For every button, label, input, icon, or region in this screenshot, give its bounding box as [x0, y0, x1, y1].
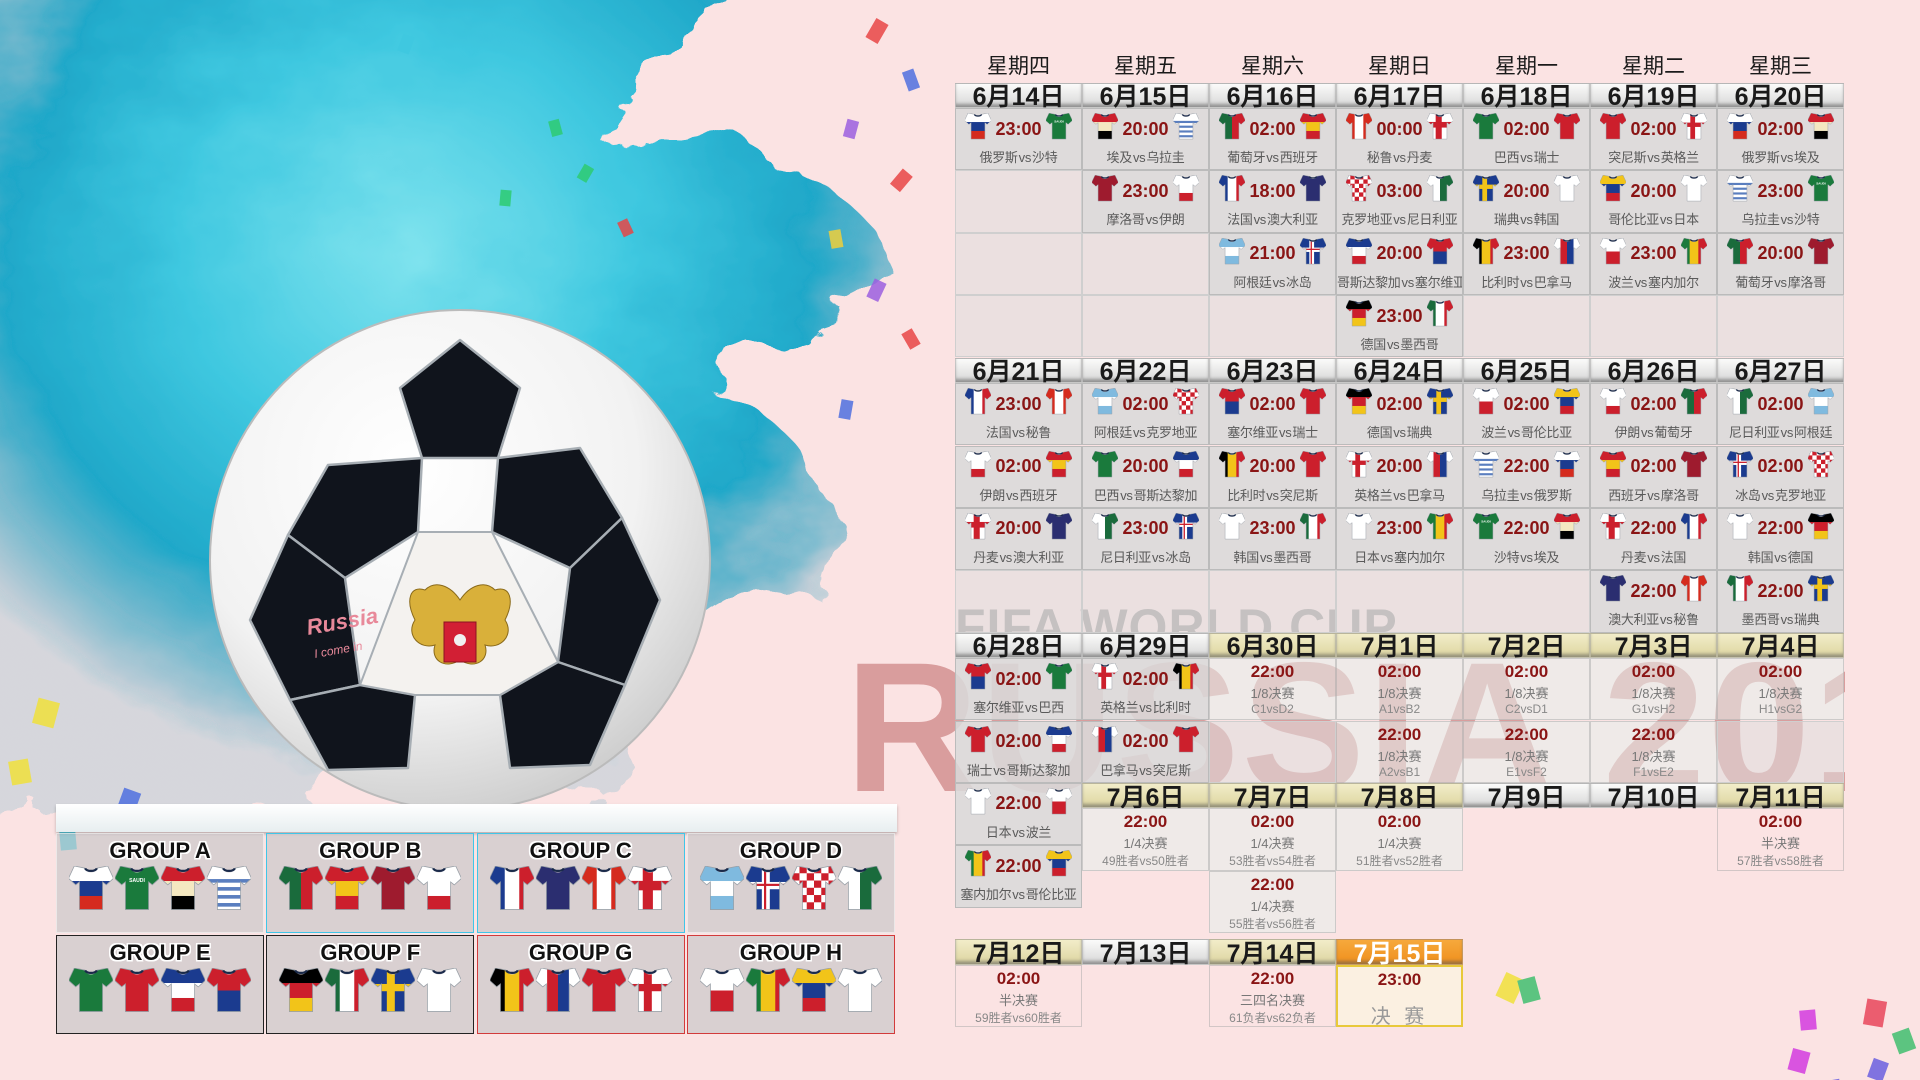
svg-text:SAUDI: SAUDI [1054, 120, 1064, 124]
svg-text:SAUDI: SAUDI [129, 878, 145, 884]
svg-text:SAUDI: SAUDI [1482, 519, 1492, 523]
svg-text:SAUDI: SAUDI [1816, 182, 1826, 186]
